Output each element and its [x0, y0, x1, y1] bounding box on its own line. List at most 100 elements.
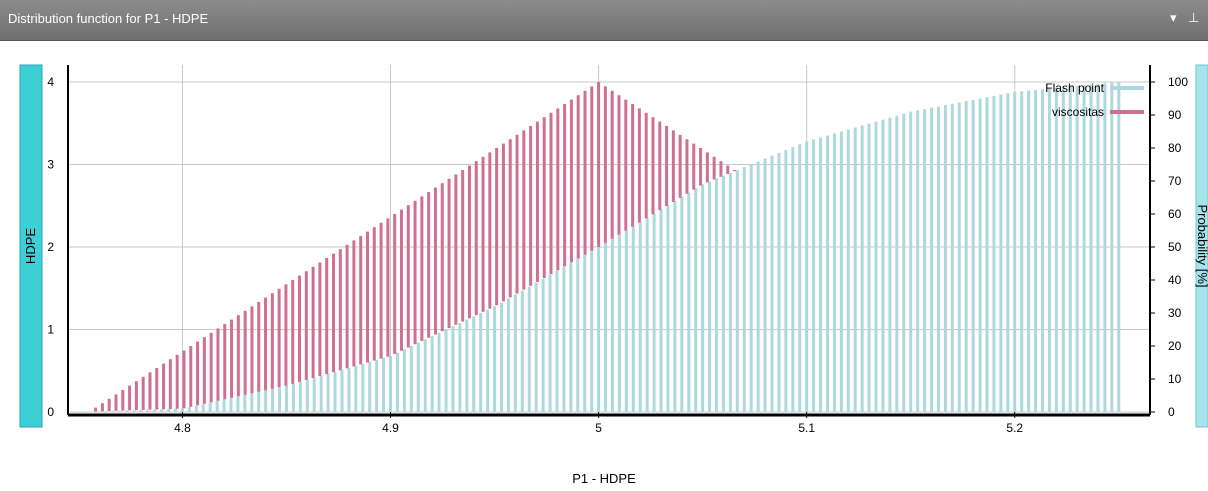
viscositas-bar: [107, 398, 111, 412]
pin-icon[interactable]: ⊥: [1188, 10, 1200, 25]
flash-point-bar: [1096, 83, 1100, 413]
flash-point-bar: [590, 250, 594, 412]
viscositas-bar: [121, 390, 125, 411]
flash-point-bar: [361, 363, 365, 412]
viscositas-bar: [461, 170, 465, 322]
flash-point-bar: [839, 131, 843, 412]
flash-point-bar: [465, 319, 469, 412]
viscositas-bar: [427, 192, 431, 338]
y-right-tick-label: 70: [1168, 174, 1182, 188]
flash-point-bar: [458, 322, 462, 412]
flash-point-bar: [375, 359, 379, 412]
flash-point-bar: [1020, 91, 1024, 413]
x-tick-label: 4.8: [174, 421, 191, 435]
axes: [67, 65, 1155, 418]
flash-point-bar: [264, 390, 268, 412]
viscositas-bar: [481, 156, 485, 312]
viscositas-bar: [678, 134, 682, 198]
flash-point-bar: [160, 409, 164, 412]
flash-point-bar: [971, 99, 975, 412]
viscositas-bar: [318, 262, 322, 377]
flash-point-bar: [638, 221, 642, 412]
flash-point-bar: [111, 410, 115, 412]
y-right-tick-label: 10: [1168, 372, 1182, 386]
flash-point-bar: [763, 158, 767, 412]
viscositas-bar: [264, 297, 268, 391]
flash-point-bar: [742, 167, 746, 412]
viscositas-bar: [454, 174, 458, 325]
viscositas-bar: [196, 341, 200, 406]
flash-point-bar: [610, 238, 614, 412]
viscositas-bar: [399, 209, 403, 351]
y-right-tick-label: 80: [1168, 141, 1182, 155]
viscositas-bar: [413, 200, 417, 345]
viscositas-bar: [447, 178, 451, 329]
flash-point-bar: [118, 410, 122, 412]
viscositas-bar: [685, 139, 689, 194]
flash-point-bar: [451, 326, 455, 412]
flash-point-bar: [1006, 93, 1010, 412]
flash-point-bar: [555, 270, 559, 412]
flash-point-bar: [749, 164, 753, 412]
viscositas-bar: [311, 266, 315, 378]
flash-point-bar: [631, 226, 635, 412]
y-left-tick-label: 0: [47, 405, 54, 419]
viscositas-bar: [474, 161, 478, 316]
flash-point-bar: [208, 402, 212, 412]
flash-point-bar: [964, 101, 968, 412]
viscositas-bar: [277, 288, 281, 388]
flash-point-bar: [735, 170, 739, 412]
flash-point-bar: [798, 144, 802, 412]
flash-point-bar: [874, 121, 878, 412]
viscositas-bar: [338, 249, 342, 371]
flash-point-bar: [950, 103, 954, 412]
flash-point-bar: [888, 117, 892, 412]
flash-point-bar: [659, 209, 663, 412]
flash-point-bar: [853, 127, 857, 412]
flash-point-bar: [271, 388, 275, 412]
flash-point-bar: [180, 408, 184, 412]
flash-point-bar: [243, 394, 247, 412]
flash-point-bar: [534, 282, 538, 412]
viscositas-bar: [250, 306, 254, 394]
viscositas-bar: [467, 165, 471, 319]
y-right-tick-label: 100: [1168, 75, 1188, 89]
flash-point-bar: [104, 411, 108, 412]
flash-point-bar: [1089, 84, 1093, 412]
flash-point-bar: [409, 346, 413, 412]
flash-point-bar: [153, 409, 157, 412]
viscositas-bar: [637, 108, 641, 223]
flash-point-bar: [125, 410, 129, 412]
viscositas-bar: [100, 403, 104, 412]
flash-point-bar: [701, 184, 705, 412]
viscositas-bar: [393, 214, 397, 354]
viscositas-bar: [495, 148, 499, 306]
viscositas-bar: [298, 275, 302, 382]
viscositas-bar: [522, 130, 526, 290]
flash-point-bar: [347, 367, 351, 412]
flash-point-bar: [1013, 91, 1017, 413]
flash-point-bar: [222, 399, 226, 412]
viscositas-bar: [515, 134, 519, 294]
flash-point-bar: [187, 407, 191, 412]
flash-point-bar: [430, 336, 434, 412]
viscositas-bar: [542, 117, 546, 279]
viscositas-bar: [304, 271, 308, 380]
flash-point-bar: [1117, 82, 1121, 412]
flash-point-bar: [201, 404, 205, 412]
viscositas-bar: [386, 218, 390, 357]
flash-point-bar: [194, 405, 198, 412]
window-title: Distribution function for P1 - HDPE: [8, 11, 209, 26]
viscositas-bar: [631, 104, 635, 227]
flash-point-bar: [326, 373, 330, 412]
flash-point-bar: [298, 381, 302, 412]
y-left-tick-label: 2: [47, 240, 54, 254]
flash-point-bar: [916, 110, 920, 412]
y-right-tick-label: 90: [1168, 108, 1182, 122]
triangle-down-icon[interactable]: ▾: [1170, 10, 1177, 25]
flash-point-bar: [832, 133, 836, 412]
viscositas-series: [94, 82, 737, 412]
viscositas-bar: [603, 86, 607, 243]
viscositas-bar: [420, 196, 424, 341]
